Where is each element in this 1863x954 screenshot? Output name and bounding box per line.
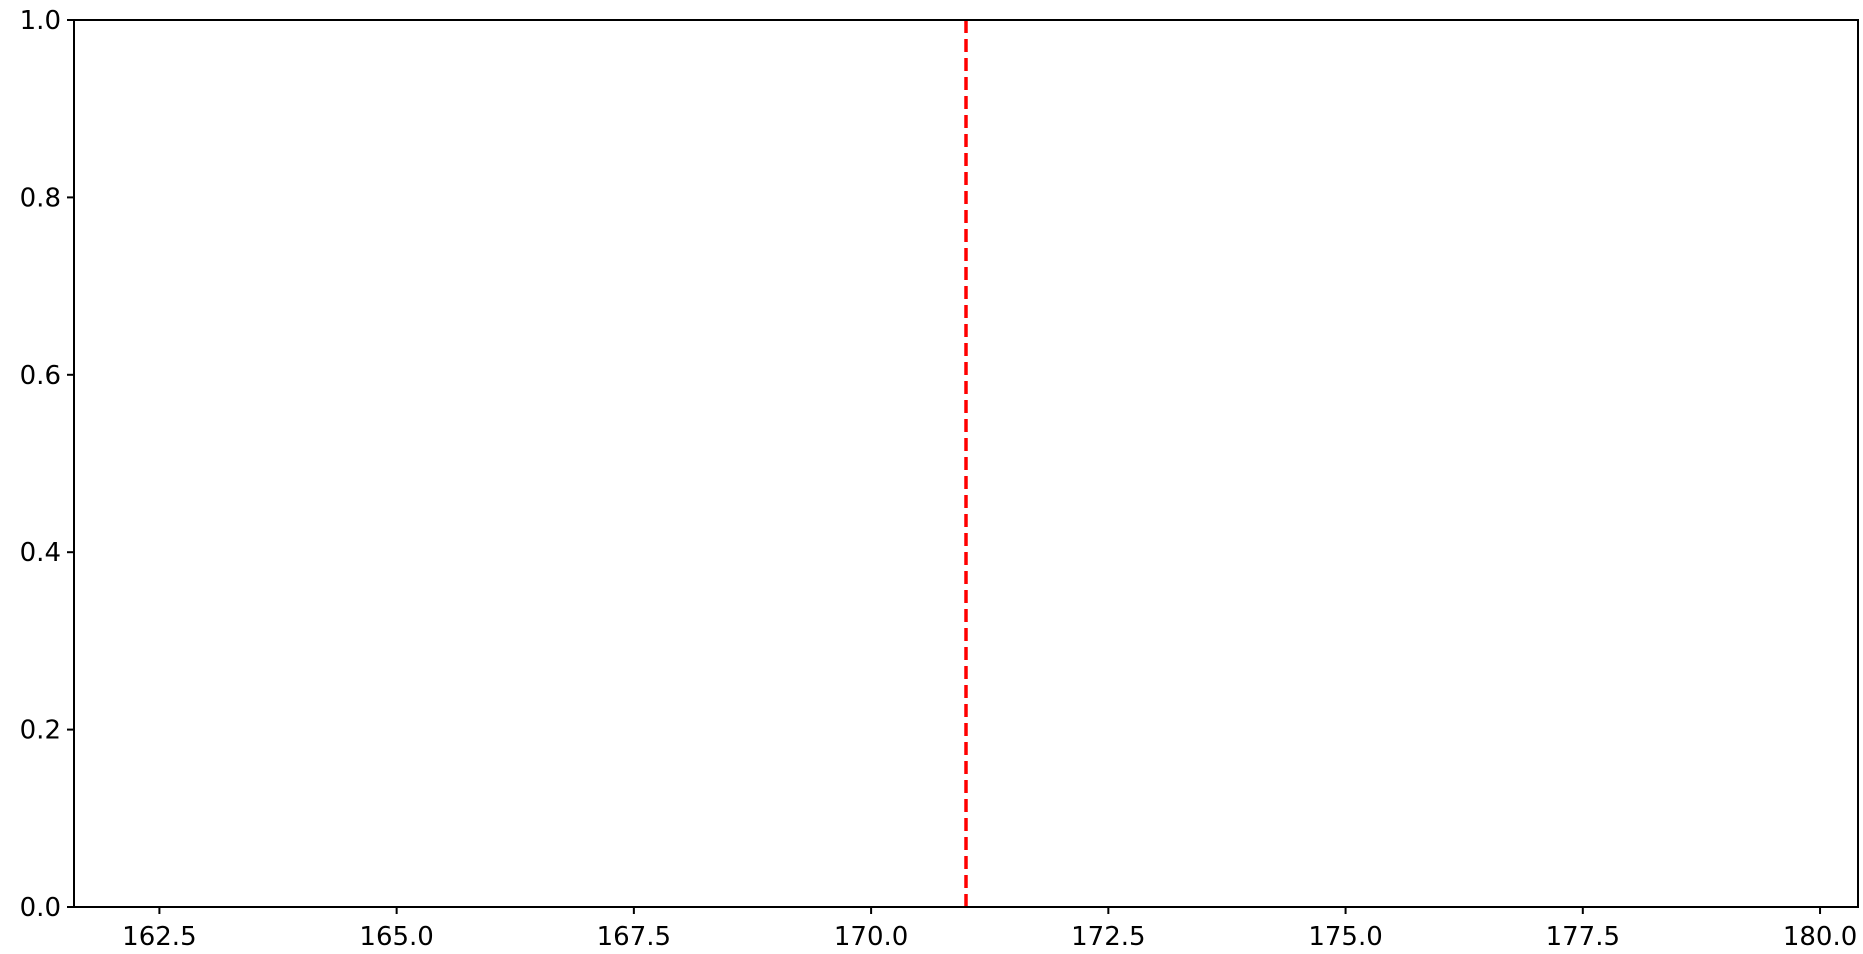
x-tick-label: 165.0 xyxy=(359,922,433,952)
x-axis-ticks: 162.5 165.0 167.5 170.0 172.5 175.0 177.5 180.0 xyxy=(122,907,1857,952)
x-tick-label: 162.5 xyxy=(122,922,196,952)
y-tick-label: 0.8 xyxy=(20,183,61,213)
y-tick-label: 1.0 xyxy=(20,6,61,36)
x-tick-label: 180.0 xyxy=(1783,922,1857,952)
x-tick-label: 167.5 xyxy=(597,922,671,952)
y-tick-label: 0.0 xyxy=(20,893,61,923)
y-tick-label: 0.4 xyxy=(20,538,61,568)
x-tick-label: 177.5 xyxy=(1546,922,1620,952)
y-tick-label: 0.6 xyxy=(20,361,61,391)
y-tick-label: 0.2 xyxy=(20,716,61,746)
plot-frame xyxy=(73,19,1859,908)
x-tick-label: 175.0 xyxy=(1308,922,1382,952)
y-axis-ticks: 0.0 0.2 0.4 0.6 0.8 1.0 xyxy=(20,6,74,923)
x-tick-label: 172.5 xyxy=(1071,922,1145,952)
x-tick-label: 170.0 xyxy=(834,922,908,952)
